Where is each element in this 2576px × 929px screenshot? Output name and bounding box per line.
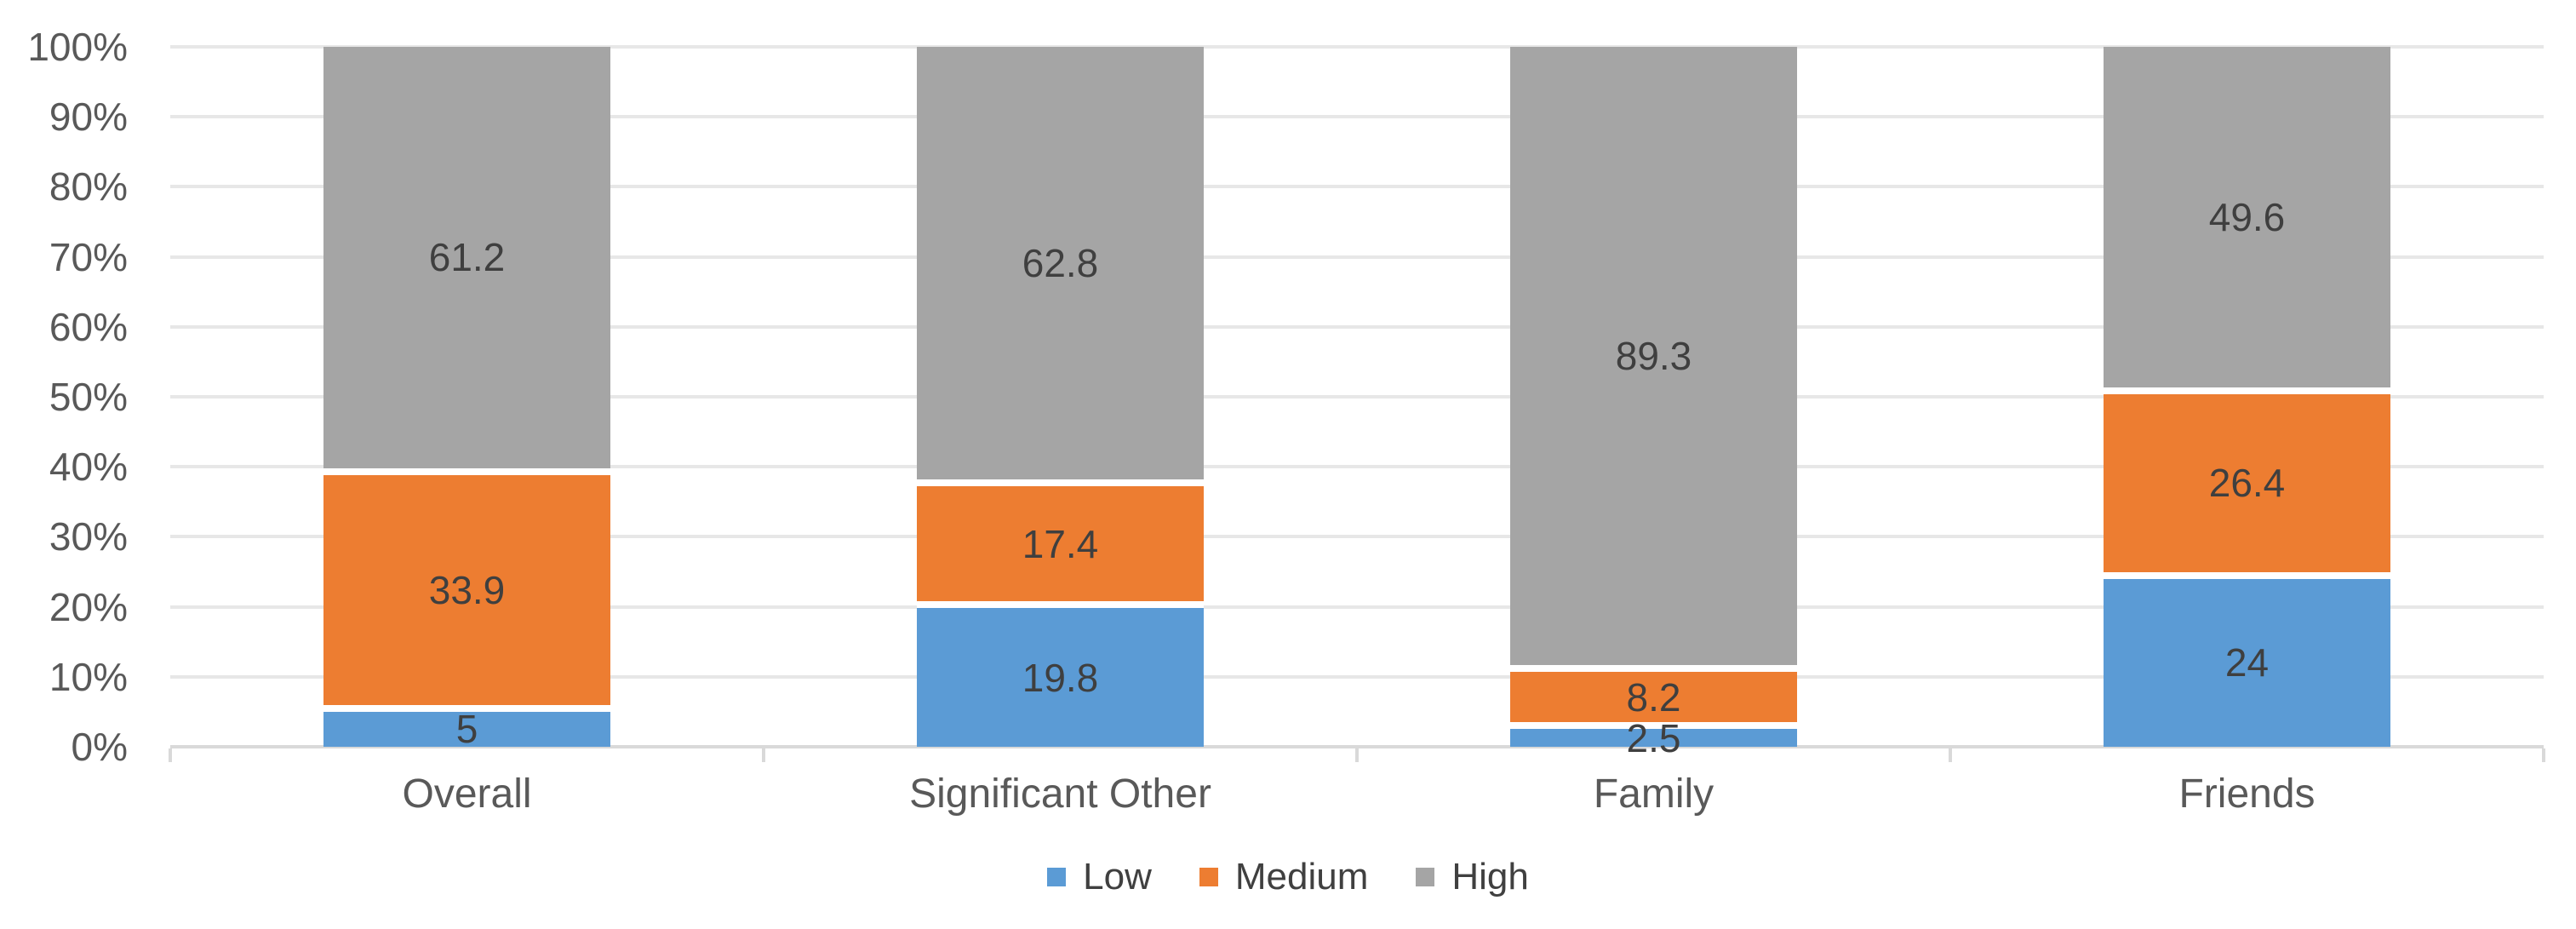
legend-label: High bbox=[1451, 856, 1529, 897]
data-label: 2.5 bbox=[1626, 715, 1681, 760]
gridline bbox=[170, 255, 2544, 259]
bar-segment-low: 5 bbox=[323, 707, 610, 752]
data-label: 24 bbox=[2224, 640, 2270, 685]
legend: Low Medium High bbox=[0, 852, 2576, 903]
bar-segment-high: 89.3 bbox=[1510, 47, 1797, 673]
gridline bbox=[170, 465, 2544, 469]
category-label: Overall bbox=[402, 771, 532, 817]
data-label: 49.6 bbox=[2208, 194, 2286, 239]
y-axis-tick-label: 60% bbox=[49, 304, 128, 349]
data-label: 26.4 bbox=[2208, 461, 2286, 506]
data-label: 89.3 bbox=[1615, 334, 1692, 379]
bar-significant-other: 19.8 17.4 62.8 bbox=[917, 47, 1204, 747]
y-axis-tick-label: 70% bbox=[49, 234, 128, 279]
y-axis-tick-label: 100% bbox=[27, 25, 128, 69]
plot-area: 5 33.9 61.2 19.8 17.4 62.8 2.5 8.2 89.3 24 26.4 49.… bbox=[170, 47, 2544, 758]
gridline bbox=[170, 535, 2544, 539]
category-label: Family bbox=[1593, 771, 1714, 817]
data-label: 62.8 bbox=[1022, 241, 1099, 286]
data-label: 5 bbox=[455, 707, 478, 752]
gridline bbox=[170, 45, 2544, 49]
axis-tick-mark bbox=[169, 748, 172, 762]
gridline bbox=[170, 605, 2544, 609]
bar-segment-medium: 17.4 bbox=[917, 486, 1204, 609]
y-axis-tick-label: 10% bbox=[49, 654, 128, 699]
gridline bbox=[170, 674, 2544, 679]
y-axis-tick-label: 40% bbox=[49, 444, 128, 490]
y-axis-tick-label: 20% bbox=[49, 584, 128, 629]
bar-segment-low: 19.8 bbox=[917, 608, 1204, 747]
data-label: 8.2 bbox=[1626, 674, 1681, 720]
bar-segment-medium: 8.2 bbox=[1510, 672, 1797, 730]
axis-tick-mark bbox=[1949, 748, 1952, 762]
legend-label: Low bbox=[1083, 856, 1152, 897]
category-label: Friends bbox=[2178, 771, 2316, 817]
bar-segment-medium: 33.9 bbox=[323, 474, 610, 712]
data-label: 61.2 bbox=[428, 235, 506, 280]
legend-item-low: Low bbox=[1047, 858, 1152, 896]
axis-tick-mark bbox=[762, 748, 765, 762]
y-axis-tick-label: 90% bbox=[49, 95, 128, 140]
category-label: Significant Other bbox=[909, 771, 1211, 817]
bar-segment-low: 2.5 bbox=[1510, 719, 1797, 758]
legend-label: Medium bbox=[1234, 856, 1369, 897]
legend-item-high: High bbox=[1416, 858, 1529, 896]
bar-segment-high: 49.6 bbox=[2104, 47, 2390, 394]
data-label: 19.8 bbox=[1022, 655, 1099, 700]
data-label: 33.9 bbox=[428, 567, 506, 612]
legend-swatch-high-icon bbox=[1416, 868, 1435, 886]
gridline bbox=[170, 185, 2544, 189]
gridline bbox=[170, 395, 2544, 399]
legend-swatch-medium-icon bbox=[1199, 868, 1218, 886]
bar-family: 2.5 8.2 89.3 bbox=[1510, 47, 1797, 758]
legend-item-medium: Medium bbox=[1199, 856, 1369, 897]
y-axis-tick-label: 80% bbox=[49, 164, 128, 209]
y-axis-tick-label: 0% bbox=[71, 725, 128, 769]
y-axis-tick-label: 50% bbox=[49, 375, 128, 419]
legend-swatch-low-icon bbox=[1047, 868, 1067, 886]
gridline bbox=[170, 115, 2544, 119]
bar-segment-high: 61.2 bbox=[323, 47, 610, 475]
axis-tick-mark bbox=[1355, 748, 1359, 762]
axis-tick-mark bbox=[2542, 748, 2545, 762]
y-axis-tick-label: 30% bbox=[49, 514, 128, 559]
data-label: 17.4 bbox=[1022, 521, 1099, 566]
bar-segment-high: 62.8 bbox=[917, 47, 1204, 487]
x-axis-baseline bbox=[170, 745, 2544, 748]
bar-segment-medium: 26.4 bbox=[2104, 393, 2390, 579]
gridline bbox=[170, 324, 2544, 329]
bar-friends: 24 26.4 49.6 bbox=[2104, 47, 2390, 747]
bar-segment-low: 24 bbox=[2104, 578, 2390, 747]
bar-overall: 5 33.9 61.2 bbox=[323, 47, 610, 752]
